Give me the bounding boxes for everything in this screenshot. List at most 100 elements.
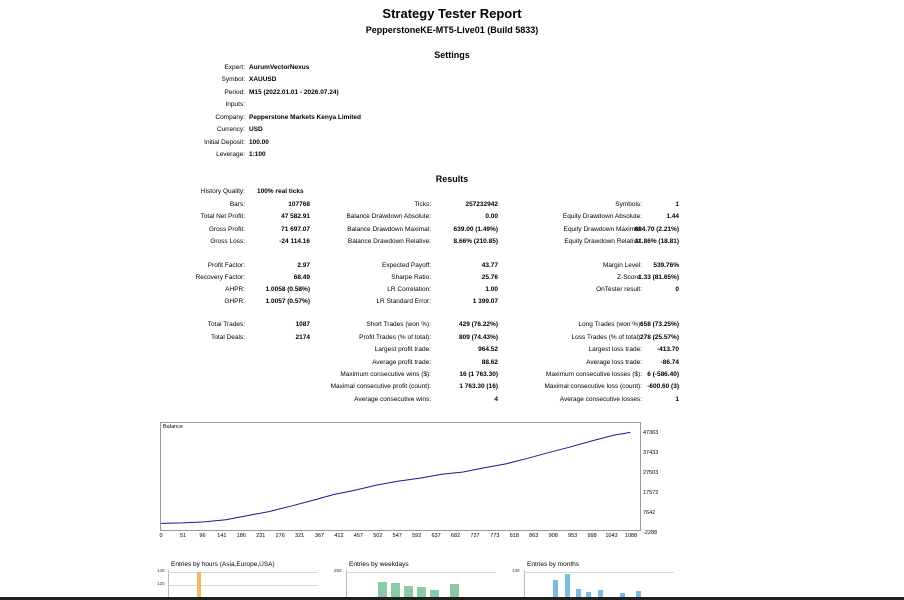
value-total-trades: 1087 xyxy=(295,321,310,328)
y-tick-label: -2288 xyxy=(643,530,658,536)
label-ontester: OnTester result: xyxy=(596,286,642,293)
value-z-score: 1.33 (81.65%) xyxy=(638,274,679,281)
value-largest-profit: 964.52 xyxy=(478,346,498,353)
months-bar xyxy=(636,591,641,600)
value-ghpr: 1.0057 (0.57%) xyxy=(265,298,310,305)
y-tick-label: 27503 xyxy=(643,470,659,476)
settings-value-currency: USD xyxy=(249,126,263,133)
weekdays-bar xyxy=(417,587,426,600)
weekdays-y-tick: 250 xyxy=(334,568,342,573)
label-balance-dd-abs: Balance Drawdown Absolute: xyxy=(346,213,431,220)
x-tick-label: 773 xyxy=(490,533,500,539)
label-ticks: Ticks: xyxy=(414,201,431,208)
value-symbols: 1 xyxy=(675,201,679,208)
label-maximal-consec-loss: Maximal consecutive loss (count): xyxy=(544,383,642,390)
label-avg-loss: Average loss trade: xyxy=(586,359,642,366)
y-tick-label: 37433 xyxy=(643,450,659,456)
label-largest-profit: Largest profit trade: xyxy=(374,346,431,353)
hours-bar xyxy=(197,572,201,600)
value-balance-dd-abs: 0.00 xyxy=(485,213,498,220)
settings-label-inputs: Inputs: xyxy=(225,101,245,108)
label-max-consec-losses: Maximum consecutive losses ($): xyxy=(545,371,642,378)
weekdays-bar xyxy=(404,586,413,600)
value-margin-level: 539.76% xyxy=(653,262,679,269)
settings-label-symbol: Symbol: xyxy=(221,76,245,83)
x-tick-label: 998 xyxy=(587,533,597,539)
x-tick-label: 592 xyxy=(412,533,422,539)
label-long-trades: Long Trades (won %): xyxy=(578,321,642,328)
label-symbols: Symbols: xyxy=(615,201,642,208)
value-loss-trades: 278 (25.57%) xyxy=(639,334,679,341)
x-tick-label: 953 xyxy=(568,533,578,539)
x-tick-label: 412 xyxy=(334,533,344,539)
weekdays-bar xyxy=(378,582,387,600)
value-gross-profit: 71 697.07 xyxy=(281,226,310,233)
label-avg-consec-losses: Average consecutive losses: xyxy=(559,396,642,403)
value-total-deals: 2174 xyxy=(295,334,310,341)
label-profit-factor: Profit Factor: xyxy=(207,262,245,269)
label-balance-dd-max: Balance Drawdown Maximal: xyxy=(347,226,431,233)
label-ghpr: GHPR: xyxy=(224,298,245,305)
x-tick-label: 367 xyxy=(314,533,325,539)
x-tick-label: 1043 xyxy=(605,533,618,539)
y-tick-label: 47363 xyxy=(643,430,659,436)
weekdays-bar xyxy=(450,584,459,600)
label-expected-payoff: Expected Payoff: xyxy=(381,262,431,269)
x-tick-label: 908 xyxy=(548,533,558,539)
months-bar xyxy=(576,589,581,600)
months-y-tick: 130 xyxy=(512,568,520,573)
value-expected-payoff: 43.77 xyxy=(481,262,498,269)
y-tick-label: 7642 xyxy=(643,510,656,516)
x-tick-label: 186 xyxy=(236,533,246,539)
label-gross-profit: Gross Profit: xyxy=(208,226,245,233)
value-avg-loss: -86.74 xyxy=(660,359,679,366)
value-balance-dd-max: 639.00 (1.49%) xyxy=(453,226,498,233)
hours-y-tick: 140 xyxy=(157,568,165,573)
weekdays-bar xyxy=(391,583,400,600)
x-tick-label: 727 xyxy=(470,533,480,539)
label-balance-dd-rel: Balance Drawdown Relative: xyxy=(347,238,431,245)
report-subtitle: PepperstoneKE-MT5-Live01 (Build 5833) xyxy=(365,25,539,35)
label-bars: Bars: xyxy=(229,201,245,208)
value-lr-correlation: 1.00 xyxy=(485,286,498,293)
settings-label-expert: Expert: xyxy=(224,64,245,71)
months-bar xyxy=(598,590,603,600)
value-avg-consec-losses: 1 xyxy=(675,396,679,403)
x-tick-label: 0 xyxy=(159,533,163,539)
settings-value-symbol: XAUUSD xyxy=(249,76,277,83)
x-tick-label: 1088 xyxy=(624,533,638,539)
x-tick-label: 547 xyxy=(392,533,402,539)
value-total-net-profit: 47 582.91 xyxy=(281,213,310,220)
settings-value-initial-deposit: 100.00 xyxy=(249,139,269,146)
months-bar xyxy=(565,574,570,600)
settings-value-expert: AurumVectorNexus xyxy=(249,64,310,71)
value-avg-profit: 88.62 xyxy=(481,359,498,366)
settings-value-period: M15 (2022.01.01 - 2026.07.24) xyxy=(249,89,339,96)
x-tick-label: 96 xyxy=(199,533,206,539)
label-loss-trades: Loss Trades (% of total): xyxy=(571,334,642,341)
settings-heading: Settings xyxy=(434,50,470,60)
y-tick-label: 17572 xyxy=(643,490,659,496)
settings-label-initial-deposit: Initial Deposit: xyxy=(204,139,245,146)
value-long-trades: 658 (73.25%) xyxy=(639,321,679,328)
label-profit-trades: Profit Trades (% of total): xyxy=(359,334,431,341)
value-lr-std-error: 1 399.07 xyxy=(472,298,498,305)
label-gross-loss: Gross Loss: xyxy=(210,238,245,245)
value-history-quality: 100% real ticks xyxy=(257,188,304,195)
value-maximal-consec-loss: -600.60 (3) xyxy=(647,383,679,390)
value-equity-dd-abs: 1.44 xyxy=(666,213,679,220)
x-tick-label: 863 xyxy=(529,533,539,539)
x-tick-label: 51 xyxy=(179,533,187,539)
x-tick-label: 682 xyxy=(450,533,461,539)
settings-value-leverage: 1:100 xyxy=(249,151,266,158)
value-balance-dd-rel: 8.66% (210.85) xyxy=(453,238,498,245)
value-max-consec-losses: 6 (-586.40) xyxy=(647,371,679,378)
label-z-score: Z-Score: xyxy=(617,274,642,281)
label-largest-loss: Largest loss trade: xyxy=(588,346,642,353)
weekdays-bar xyxy=(430,590,439,600)
settings-label-currency: Currency: xyxy=(216,126,245,133)
value-equity-dd-rel: 11.86% (18.81) xyxy=(634,238,679,245)
taskbar-strip xyxy=(0,597,904,600)
settings-label-period: Period: xyxy=(224,89,245,96)
value-ahpr: 1.0058 (0.58%) xyxy=(265,286,310,293)
